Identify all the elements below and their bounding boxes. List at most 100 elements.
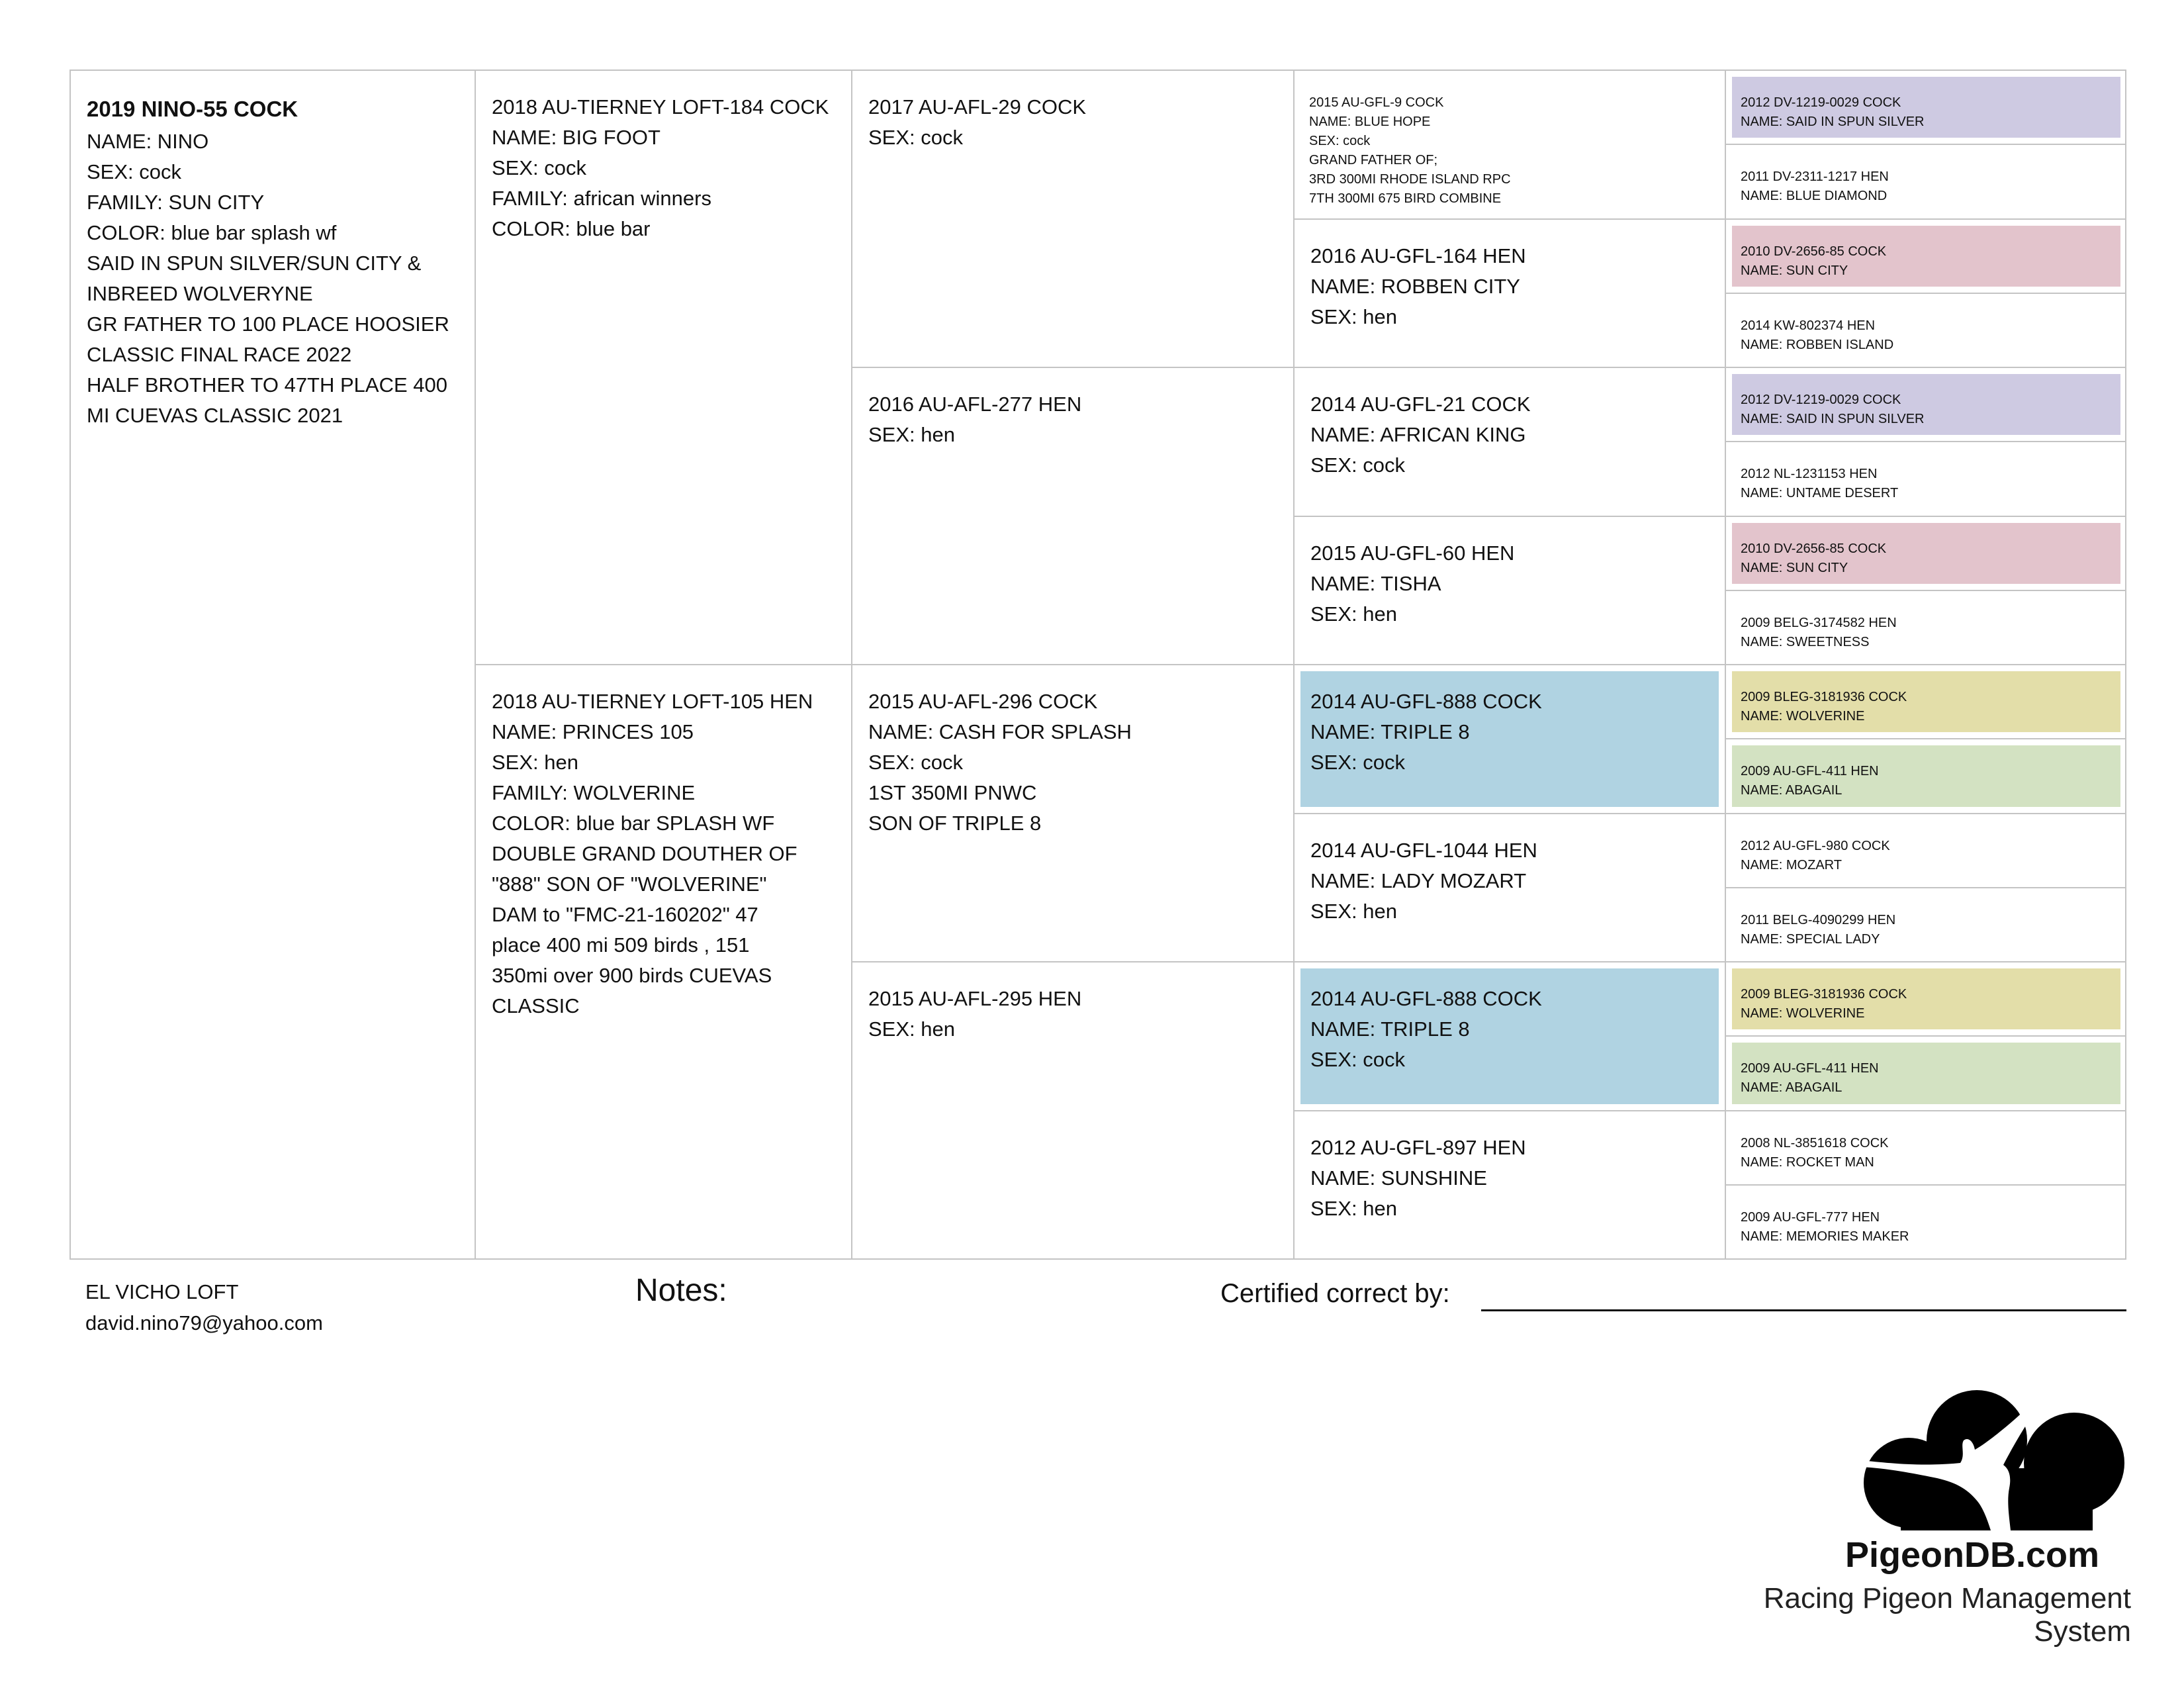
highlight-fill [1300, 968, 1719, 1104]
band-number: 2011 BELG-4090299 HEN [1741, 912, 1896, 927]
bird-details: 2018 AU-TIERNEY LOFT-184 COCK NAME: BIG F… [492, 92, 847, 244]
detail-line: NAME: TRIPLE 8 [1310, 720, 1470, 743]
detail-line: 350mi over 900 birds CUEVAS [492, 964, 772, 987]
great-great-grandparent-cell: 2012 DV-1219-0029 COCK NAME: SAID IN SPUN… [1726, 71, 2126, 146]
detail-line: DAM to "FMC-21-160202" 47 [492, 903, 758, 926]
detail-line: NAME: LADY MOZART [1310, 868, 1527, 892]
band-number: 2009 AU-GFL-411 HEN [1741, 1061, 1879, 1076]
bird-details: 2018 AU-TIERNEY LOFT-105 HEN NAME: PRINCE… [492, 686, 847, 1021]
detail-line: SEX: cock [1310, 453, 1405, 477]
detail-line: NAME: AFRICAN KING [1310, 423, 1526, 446]
detail-line: place 400 mi 509 birds , 151 [492, 933, 750, 957]
bird-details: 2015 AU-GFL-60 HEN NAME: TISHA SEX: hen [1310, 538, 1721, 630]
bird-details: 2008 NL-3851618 COCK NAME: ROCKET MAN [1741, 1134, 2122, 1172]
band-number: 2012 DV-1219-0029 COCK [1741, 393, 1901, 407]
bird-details: 2016 AU-GFL-164 HEN NAME: ROBBEN CITY SEX:… [1310, 241, 1721, 332]
bird-details: 2010 DV-2656-85 COCK NAME: SUN CITY [1741, 539, 2122, 578]
detail-line: NAME: BIG FOOT [492, 126, 660, 149]
detail-line: NAME: BLUE DIAMOND [1741, 189, 1888, 204]
bird-details: 2009 AU-GFL-411 HEN NAME: ABAGAIL [1741, 1059, 2122, 1098]
detail-line: NAME: SAID IN SPUN SILVER [1741, 115, 1925, 129]
great-grandparent-cell: 2014 AU-GFL-1044 HEN NAME: LADY MOZART SEX… [1295, 814, 1726, 962]
great-grandparent-cell: 2014 AU-GFL-888 COCK NAME: TRIPLE 8 SEX: c… [1295, 962, 1726, 1111]
highlight-fill [1732, 968, 2120, 1030]
grandparent-cell: 2016 AU-AFL-277 HEN SEX: hen [852, 368, 1295, 665]
band-number: 2015 AU-GFL-60 HEN [1310, 541, 1515, 565]
highlight-fill [1732, 671, 2120, 733]
notes-label: Notes: [635, 1273, 727, 1308]
detail-line: SEX: cock [868, 751, 963, 774]
great-great-grandparent-cell: 2009 AU-GFL-777 HEN NAME: MEMORIES MAKER [1726, 1186, 2126, 1260]
highlight-fill [1732, 374, 2120, 436]
detail-line: NAME: BLUE HOPE [1309, 115, 1431, 129]
detail-line: NAME: SUNSHINE [1310, 1166, 1487, 1190]
detail-line: SEX: hen [868, 423, 955, 446]
bird-details: 2009 AU-GFL-411 HEN NAME: ABAGAIL [1741, 762, 2122, 800]
grandparent-cell: 2015 AU-AFL-296 COCK NAME: CASH FOR SPLAS… [852, 665, 1295, 962]
bird-details: 2014 KW-802374 HEN NAME: ROBBEN ISLAND [1741, 316, 2122, 355]
detail-line: SEX: cock [1310, 751, 1405, 774]
brand-subtitle: Racing Pigeon Management System [1763, 1582, 2131, 1648]
detail-line: NAME: SWEETNESS [1741, 634, 1870, 649]
detail-line: DOUBLE GRAND DOUTHER OF [492, 842, 797, 865]
detail-line: NAME: NINO [87, 130, 209, 153]
bird-details: 2014 AU-GFL-888 COCK NAME: TRIPLE 8 SEX: c… [1310, 984, 1721, 1075]
great-grandparent-cell: 2016 AU-GFL-164 HEN NAME: ROBBEN CITY SEX:… [1295, 219, 1726, 368]
band-number: 2014 AU-GFL-888 COCK [1310, 987, 1542, 1010]
bird-details: 2009 BELG-3174582 HEN NAME: SWEETNESS [1741, 614, 2122, 652]
bird-details: 2011 BELG-4090299 HEN NAME: SPECIAL LADY [1741, 911, 2122, 949]
great-great-grandparent-cell: 2009 AU-GFL-411 HEN NAME: ABAGAIL [1726, 739, 2126, 814]
detail-line: COLOR: blue bar [492, 217, 651, 240]
band-number: 2014 KW-802374 HEN [1741, 318, 1876, 333]
detail-line: NAME: ROCKET MAN [1741, 1154, 1874, 1170]
band-number: 2017 AU-AFL-29 COCK [868, 95, 1087, 118]
detail-line: NAME: ROBBEN CITY [1310, 274, 1520, 298]
band-number: 2019 NINO-55 COCK [87, 97, 298, 121]
detail-line: NAME: SPECIAL LADY [1741, 931, 1880, 947]
owner-email: david.nino79@yahoo.com [85, 1311, 323, 1335]
band-number: 2010 DV-2656-85 COCK [1741, 244, 1887, 259]
great-grandparent-cell: 2015 AU-GFL-60 HEN NAME: TISHA SEX: hen [1295, 516, 1726, 665]
band-number: 2015 AU-AFL-296 COCK [868, 690, 1098, 713]
highlight-fill [1732, 225, 2120, 287]
great-great-grandparent-cell: 2011 DV-2311-1217 HEN NAME: BLUE DIAMOND [1726, 145, 2126, 220]
detail-line: 3RD 300MI RHODE ISLAND RPC [1309, 172, 1511, 187]
great-great-grandparent-cell: 2009 BLEG-3181936 COCK NAME: WOLVERINE [1726, 962, 2126, 1037]
detail-line: "888" SON OF "WOLVERINE" [492, 872, 767, 896]
detail-line: NAME: MEMORIES MAKER [1741, 1229, 1909, 1244]
loft-name: EL VICHO LOFT [85, 1280, 239, 1303]
detail-line: FAMILY: african winners [492, 187, 711, 210]
band-number: 2014 AU-GFL-21 COCK [1310, 393, 1531, 416]
detail-line: SEX: hen [868, 1017, 955, 1041]
great-grandparent-cell: 2014 AU-GFL-888 COCK NAME: TRIPLE 8 SEX: c… [1295, 665, 1726, 814]
bird-details: 2012 AU-GFL-897 HEN NAME: SUNSHINE SEX: he… [1310, 1133, 1721, 1224]
great-great-grandparent-cell: 2009 BLEG-3181936 COCK NAME: WOLVERINE [1726, 665, 2126, 740]
bird-details: 2011 DV-2311-1217 HEN NAME: BLUE DIAMOND [1741, 167, 2122, 206]
highlight-fill [1732, 1043, 2120, 1104]
detail-line: MI CUEVAS CLASSIC 2021 [87, 404, 343, 427]
bird-details: 2019 NINO-55 COCK NAME: NINO SEX: cock FAMI… [87, 92, 471, 431]
band-number: 2016 AU-AFL-277 HEN [868, 393, 1082, 416]
bird-details: 2012 DV-1219-0029 COCK NAME: SAID IN SPUN… [1741, 93, 2122, 132]
band-number: 2014 AU-GFL-888 COCK [1310, 690, 1542, 713]
parent-cell: 2018 AU-TIERNEY LOFT-105 HEN NAME: PRINCE… [476, 665, 852, 1260]
detail-line: NAME: SUN CITY [1741, 263, 1848, 278]
detail-line: NAME: WOLVERINE [1741, 1006, 1865, 1021]
great-great-grandparent-cell: 2010 DV-2656-85 COCK NAME: SUN CITY [1726, 220, 2126, 294]
band-number: 2018 AU-TIERNEY LOFT-184 COCK [492, 95, 829, 118]
certified-label: Certified correct by: [1220, 1279, 1450, 1308]
detail-line: SEX: cock [492, 156, 586, 179]
band-number: 2010 DV-2656-85 COCK [1741, 541, 1887, 556]
detail-line: SEX: cock [87, 160, 181, 183]
signature-line [1481, 1309, 2126, 1311]
detail-line: SEX: cock [1309, 134, 1371, 148]
detail-line: HALF BROTHER TO 47TH PLACE 400 [87, 373, 447, 397]
parent-cell: 2018 AU-TIERNEY LOFT-184 COCK NAME: BIG F… [476, 71, 852, 665]
bird-details: 2014 AU-GFL-1044 HEN NAME: LADY MOZART SEX… [1310, 835, 1721, 927]
band-number: 2012 NL-1231153 HEN [1741, 467, 1878, 482]
great-great-grandparent-cell: 2012 NL-1231153 HEN NAME: UNTAME DESERT [1726, 442, 2126, 517]
band-number: 2015 AU-GFL-9 COCK [1309, 95, 1444, 110]
bird-details: 2016 AU-AFL-277 HEN SEX: hen [868, 389, 1289, 450]
detail-line: NAME: MOZART [1741, 857, 1842, 872]
great-great-grandparent-cell: 2011 BELG-4090299 HEN NAME: SPECIAL LADY [1726, 888, 2126, 962]
